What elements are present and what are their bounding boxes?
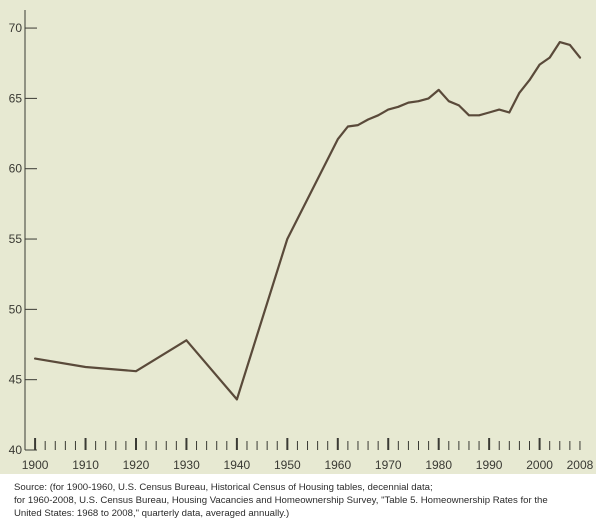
x-tick-label: 1990: [476, 458, 503, 472]
data-point: [417, 100, 420, 103]
source-line-1: Source: (for 1900-1960, U.S. Census Bure…: [14, 482, 433, 493]
data-point: [457, 104, 460, 107]
data-point: [286, 238, 289, 240]
data-point: [34, 357, 36, 360]
data-point: [367, 118, 369, 121]
data-point: [437, 89, 440, 91]
y-tick-label: 40: [9, 443, 23, 457]
data-point: [538, 63, 541, 66]
data-point: [377, 114, 380, 117]
data-point: [357, 124, 359, 127]
chart-panel: 40 45 50 55 60 65 70 1900 1910 1920 1930 1940 1950 19…: [0, 0, 596, 474]
y-tick-label: 45: [9, 373, 23, 387]
source-line-3: United States: 1968 to 2008," quarterly …: [14, 508, 290, 519]
data-point: [579, 56, 581, 59]
x-tick-label: 1960: [324, 458, 351, 472]
x-tick-label: 2008: [567, 458, 594, 472]
data-point: [235, 398, 238, 401]
x-tick-label: 1950: [274, 458, 301, 472]
x-tick-label: 1900: [22, 458, 49, 472]
data-point: [407, 101, 410, 104]
x-tick-label: 1910: [72, 458, 99, 472]
data-point: [387, 108, 390, 111]
x-tick-label: 1970: [375, 458, 402, 472]
data-point: [568, 44, 571, 46]
y-tick-label: 70: [9, 21, 23, 35]
data-point: [468, 114, 470, 117]
data-point: [508, 111, 511, 114]
data-point: [498, 108, 501, 111]
data-point: [397, 105, 400, 108]
data-point: [528, 79, 531, 82]
data-point: [427, 97, 430, 100]
data-point: [135, 370, 137, 373]
data-point: [185, 339, 188, 342]
x-tick-label: 1920: [123, 458, 150, 472]
y-tick-label: 55: [9, 232, 23, 246]
homeownership-chart: 40 45 50 55 60 65 70 1900 1910 1920 1930 1940 1950 19…: [9, 10, 594, 472]
y-tick-label: 60: [9, 162, 23, 176]
data-point: [346, 125, 349, 128]
data-point: [84, 366, 87, 368]
x-tick-label: 1930: [173, 458, 200, 472]
data-point: [488, 111, 491, 114]
x-tick-label: 1980: [425, 458, 452, 472]
data-point: [478, 114, 480, 117]
data-point: [447, 100, 450, 103]
y-tick-label: 50: [9, 302, 23, 316]
source-line-2: for 1960-2008, U.S. Census Bureau, Housi…: [14, 495, 548, 506]
x-tick-label: 2000: [526, 458, 553, 472]
y-tick-label: 65: [9, 91, 23, 105]
data-point: [518, 91, 521, 94]
data-point: [336, 138, 339, 141]
data-point: [548, 56, 551, 59]
data-point: [558, 41, 561, 44]
x-tick-label: 1940: [224, 458, 251, 472]
source-note: Source: (for 1900-1960, U.S. Census Bure…: [14, 481, 586, 520]
homeownership-rate-line: [34, 41, 582, 401]
